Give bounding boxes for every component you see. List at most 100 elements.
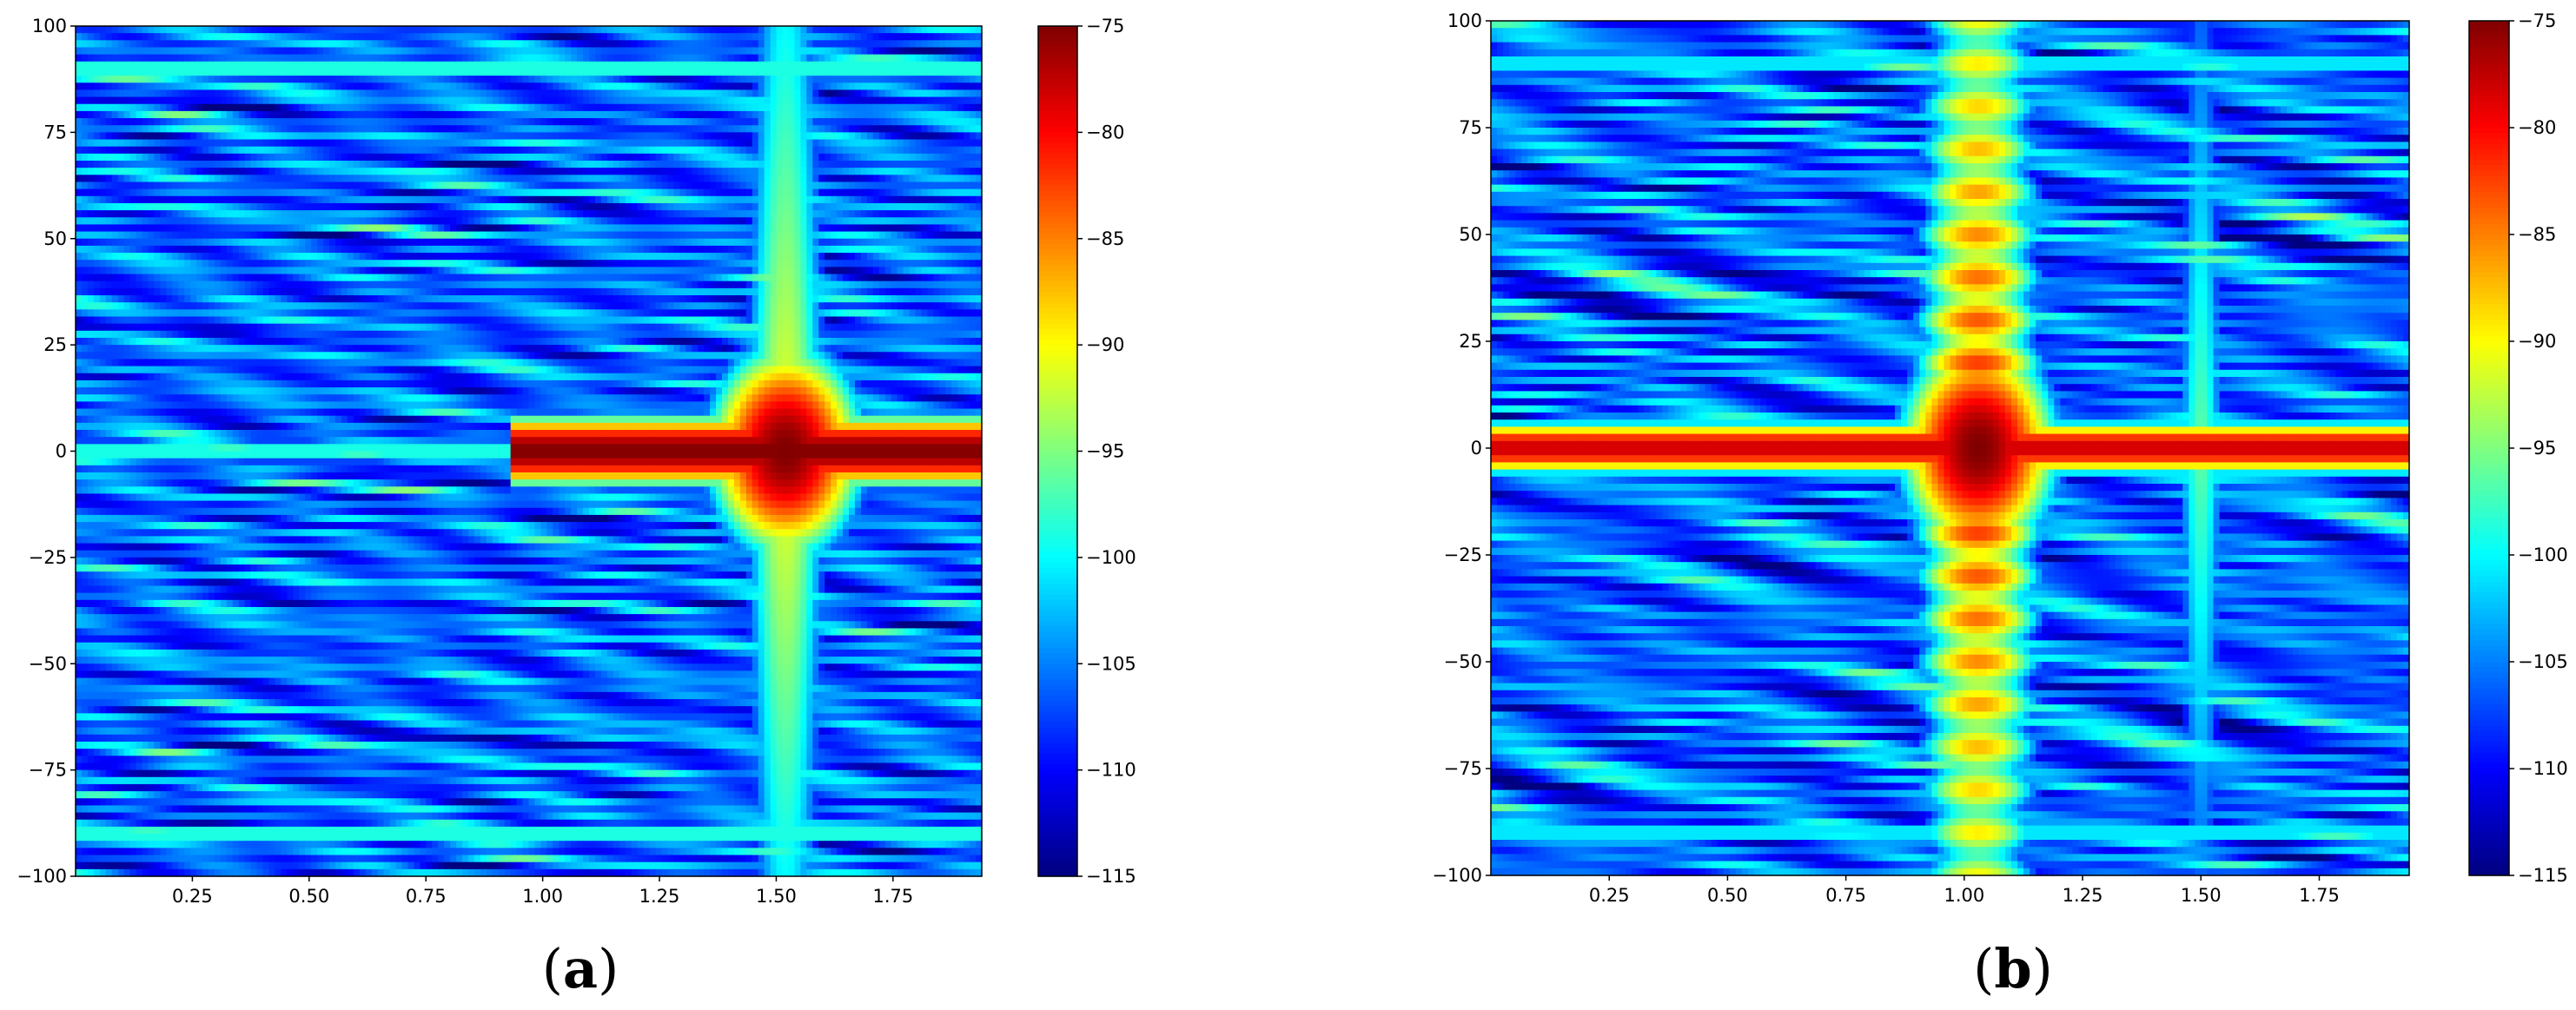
heatmap-cell [426,161,433,168]
heatmap-cell [209,40,215,48]
heatmap-cell [444,203,451,211]
heatmap-cell [257,189,264,197]
heatmap-cell [571,62,578,69]
heatmap-cell [366,33,373,41]
heatmap-cell [746,104,753,112]
heatmap-cell [401,55,408,63]
heatmap-cell [396,189,403,197]
heatmap-cell [806,40,813,48]
heatmap-cell [172,33,179,41]
heatmap-cell [565,168,572,175]
heatmap-cell [957,203,964,211]
heatmap-cell [360,97,367,105]
heatmap-cell [287,89,294,97]
heatmap-cell [777,125,784,133]
heatmap-cell [487,83,493,90]
heatmap-cell [897,111,904,119]
heatmap-cell [414,132,421,140]
heatmap-cell [112,132,119,140]
heatmap-cell [970,62,977,69]
heatmap-cell [831,104,838,112]
heatmap-cell [626,97,632,105]
heatmap-cell [269,26,276,34]
heatmap-cell [728,69,735,76]
heatmap-cell [401,47,408,55]
heatmap-cell [130,76,137,83]
heatmap-cell [933,125,940,133]
heatmap-cell [589,118,596,126]
heatmap-cell [559,40,566,48]
heatmap-cell [401,125,408,133]
heatmap-cell [444,47,451,55]
heatmap-cell [964,168,970,175]
heatmap-cell [540,175,547,182]
heatmap-cell [390,196,397,204]
heatmap-cell [783,125,790,133]
heatmap-cell [650,161,657,168]
heatmap-cell [474,111,481,119]
heatmap-cell [401,182,408,189]
heatmap-cell [546,40,553,48]
heatmap-cell [106,147,113,155]
heatmap-cell [432,97,439,105]
heatmap-cell [788,104,795,112]
heatmap-cell [348,118,354,126]
heatmap-cell [891,154,898,162]
heatmap-cell [927,182,934,189]
heatmap-cell [583,26,590,34]
heatmap-cell [771,111,778,119]
heatmap-cell [462,33,469,41]
heatmap-cell [710,118,717,126]
heatmap-cell [765,47,771,55]
heatmap-cell [511,132,518,140]
heatmap-cell [480,40,487,48]
heatmap-cell [178,217,185,225]
heatmap-cell [420,140,427,148]
heatmap-cell [251,40,258,48]
heatmap-cell [910,62,917,69]
heatmap-cell [831,55,838,63]
heatmap-cell [329,83,336,90]
heatmap-cell [493,203,500,211]
heatmap-cell [650,175,657,182]
heatmap-cell [589,33,596,41]
heatmap-cell [632,26,639,34]
heatmap-cell [565,89,572,97]
heatmap-cell [384,182,391,189]
heatmap-cell [305,26,312,34]
heatmap-cell [407,210,414,218]
heatmap-cell [438,140,445,148]
heatmap-cell [939,161,946,168]
heatmap-cell [245,118,252,126]
heatmap-cell [142,55,149,63]
heatmap-cell [710,154,717,162]
heatmap-cell [679,161,686,168]
heatmap-cell [849,26,856,34]
heatmap-cell [523,189,530,197]
heatmap-cell [589,125,596,133]
heatmap-cell [474,76,481,83]
heatmap-cell [716,76,723,83]
heatmap-cell [100,118,107,126]
heatmap-cell [661,118,668,126]
heatmap-cell [82,55,89,63]
heatmap-cell [420,76,427,83]
heatmap-cell [667,210,674,218]
heatmap-cell [251,196,258,204]
heatmap-cell [661,161,668,168]
heatmap-cell [172,210,179,218]
heatmap-cell [462,40,469,48]
heatmap-cell [360,76,367,83]
heatmap-cell [76,40,83,48]
heatmap-cell [867,76,874,83]
heatmap-cell [263,203,270,211]
heatmap-cell [154,55,161,63]
heatmap-cell [765,55,771,63]
heatmap-cell [704,111,711,119]
heatmap-cell [933,76,940,83]
heatmap-cell [335,33,342,41]
heatmap-cell [360,175,367,182]
heatmap-cell [154,132,161,140]
heatmap-cell [426,97,433,105]
heatmap-cell [407,33,414,41]
